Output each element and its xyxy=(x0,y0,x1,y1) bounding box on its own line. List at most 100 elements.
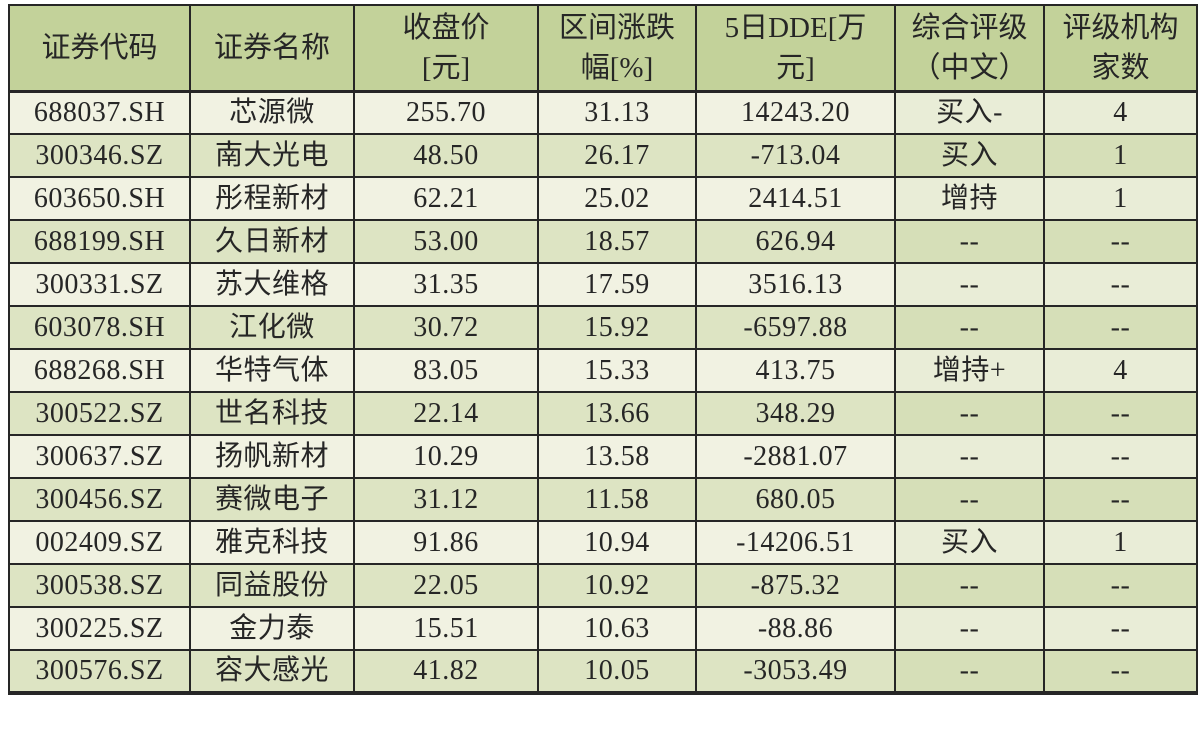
cell-close-price: 15.51 xyxy=(353,606,539,651)
cell-code: 688037.SH xyxy=(8,90,191,135)
cell-rating-agency-count: 4 xyxy=(1043,90,1198,135)
column-header-close-price: 收盘价 [元] xyxy=(353,4,539,93)
cell-code: 688268.SH xyxy=(8,348,191,393)
table-row: 300637.SZ 扬帆新材 10.29 13.58 -2881.07 -- -- xyxy=(8,434,1198,479)
cell-name: 金力泰 xyxy=(189,606,355,651)
column-header-code: 证券代码 xyxy=(8,4,191,93)
cell-dde-5d: -713.04 xyxy=(695,133,896,178)
cell-close-price: 31.35 xyxy=(353,262,539,307)
table-body: 688037.SH 芯源微 255.70 31.13 14243.20 买入- 4 30034… xyxy=(8,90,1198,695)
cell-rating: 增持+ xyxy=(894,348,1045,393)
cell-rating-agency-count: -- xyxy=(1043,649,1198,695)
table-row: 688199.SH 久日新材 53.00 18.57 626.94 -- -- xyxy=(8,219,1198,264)
cell-close-price: 22.14 xyxy=(353,391,539,436)
cell-rating: -- xyxy=(894,563,1045,608)
cell-name: 赛微电子 xyxy=(189,477,355,522)
cell-rating-agency-count: 4 xyxy=(1043,348,1198,393)
cell-code: 603078.SH xyxy=(8,305,191,350)
cell-dde-5d: -88.86 xyxy=(695,606,896,651)
cell-rating-agency-count: 1 xyxy=(1043,520,1198,565)
cell-code: 002409.SZ xyxy=(8,520,191,565)
cell-code: 300576.SZ xyxy=(8,649,191,695)
cell-rating: 买入 xyxy=(894,133,1045,178)
cell-rating-agency-count: -- xyxy=(1043,391,1198,436)
cell-name: 彤程新材 xyxy=(189,176,355,221)
cell-rating: -- xyxy=(894,262,1045,307)
cell-range-change-pct: 15.92 xyxy=(537,305,697,350)
cell-name: 南大光电 xyxy=(189,133,355,178)
cell-range-change-pct: 10.94 xyxy=(537,520,697,565)
cell-range-change-pct: 10.92 xyxy=(537,563,697,608)
cell-dde-5d: 14243.20 xyxy=(695,90,896,135)
cell-range-change-pct: 15.33 xyxy=(537,348,697,393)
cell-dde-5d: -875.32 xyxy=(695,563,896,608)
cell-code: 300331.SZ xyxy=(8,262,191,307)
cell-range-change-pct: 13.66 xyxy=(537,391,697,436)
table-row: 002409.SZ 雅克科技 91.86 10.94 -14206.51 买入 1 xyxy=(8,520,1198,565)
cell-code: 688199.SH xyxy=(8,219,191,264)
cell-name: 江化微 xyxy=(189,305,355,350)
cell-close-price: 31.12 xyxy=(353,477,539,522)
cell-range-change-pct: 25.02 xyxy=(537,176,697,221)
cell-name: 扬帆新材 xyxy=(189,434,355,479)
cell-dde-5d: 680.05 xyxy=(695,477,896,522)
cell-rating: 增持 xyxy=(894,176,1045,221)
table-row: 300331.SZ 苏大维格 31.35 17.59 3516.13 -- -- xyxy=(8,262,1198,307)
cell-range-change-pct: 26.17 xyxy=(537,133,697,178)
cell-rating: -- xyxy=(894,305,1045,350)
cell-rating: -- xyxy=(894,434,1045,479)
column-header-rating: 综合评级 （中文） xyxy=(894,4,1045,93)
cell-code: 300456.SZ xyxy=(8,477,191,522)
cell-range-change-pct: 13.58 xyxy=(537,434,697,479)
cell-close-price: 48.50 xyxy=(353,133,539,178)
table-row: 300522.SZ 世名科技 22.14 13.66 348.29 -- -- xyxy=(8,391,1198,436)
cell-code: 300538.SZ xyxy=(8,563,191,608)
stock-rating-table-container: 证券代码 证券名称 收盘价 [元] 区间涨跌 幅[%] 5日DDE[万 元] 综合评级 （… xyxy=(8,4,1198,695)
cell-code: 300637.SZ xyxy=(8,434,191,479)
cell-code: 603650.SH xyxy=(8,176,191,221)
cell-name: 世名科技 xyxy=(189,391,355,436)
table-row: 300456.SZ 赛微电子 31.12 11.58 680.05 -- -- xyxy=(8,477,1198,522)
cell-name: 容大感光 xyxy=(189,649,355,695)
table-row: 300538.SZ 同益股份 22.05 10.92 -875.32 -- -- xyxy=(8,563,1198,608)
cell-range-change-pct: 17.59 xyxy=(537,262,697,307)
cell-dde-5d: 2414.51 xyxy=(695,176,896,221)
cell-close-price: 53.00 xyxy=(353,219,539,264)
cell-rating-agency-count: -- xyxy=(1043,477,1198,522)
cell-dde-5d: 348.29 xyxy=(695,391,896,436)
cell-rating: -- xyxy=(894,606,1045,651)
cell-range-change-pct: 10.05 xyxy=(537,649,697,695)
cell-close-price: 22.05 xyxy=(353,563,539,608)
cell-rating-agency-count: -- xyxy=(1043,262,1198,307)
stock-rating-table: 证券代码 证券名称 收盘价 [元] 区间涨跌 幅[%] 5日DDE[万 元] 综合评级 （… xyxy=(8,4,1198,695)
table-row: 603650.SH 彤程新材 62.21 25.02 2414.51 增持 1 xyxy=(8,176,1198,221)
cell-rating-agency-count: -- xyxy=(1043,434,1198,479)
column-header-range-change-pct: 区间涨跌 幅[%] xyxy=(537,4,697,93)
table-row: 300225.SZ 金力泰 15.51 10.63 -88.86 -- -- xyxy=(8,606,1198,651)
table-row: 300576.SZ 容大感光 41.82 10.05 -3053.49 -- -- xyxy=(8,649,1198,695)
cell-close-price: 62.21 xyxy=(353,176,539,221)
cell-name: 雅克科技 xyxy=(189,520,355,565)
cell-range-change-pct: 10.63 xyxy=(537,606,697,651)
cell-rating-agency-count: 1 xyxy=(1043,176,1198,221)
cell-range-change-pct: 31.13 xyxy=(537,90,697,135)
column-header-name: 证券名称 xyxy=(189,4,355,93)
cell-code: 300346.SZ xyxy=(8,133,191,178)
cell-rating-agency-count: -- xyxy=(1043,563,1198,608)
column-header-dde-5d: 5日DDE[万 元] xyxy=(695,4,896,93)
cell-code: 300522.SZ xyxy=(8,391,191,436)
cell-rating: -- xyxy=(894,649,1045,695)
cell-dde-5d: -3053.49 xyxy=(695,649,896,695)
cell-code: 300225.SZ xyxy=(8,606,191,651)
cell-close-price: 41.82 xyxy=(353,649,539,695)
cell-close-price: 91.86 xyxy=(353,520,539,565)
header-row: 证券代码 证券名称 收盘价 [元] 区间涨跌 幅[%] 5日DDE[万 元] 综合评级 （… xyxy=(8,4,1198,93)
cell-dde-5d: 626.94 xyxy=(695,219,896,264)
table-header: 证券代码 证券名称 收盘价 [元] 区间涨跌 幅[%] 5日DDE[万 元] 综合评级 （… xyxy=(8,4,1198,93)
cell-rating: -- xyxy=(894,219,1045,264)
cell-close-price: 10.29 xyxy=(353,434,539,479)
cell-close-price: 83.05 xyxy=(353,348,539,393)
cell-dde-5d: -14206.51 xyxy=(695,520,896,565)
cell-name: 久日新材 xyxy=(189,219,355,264)
cell-rating: 买入 xyxy=(894,520,1045,565)
